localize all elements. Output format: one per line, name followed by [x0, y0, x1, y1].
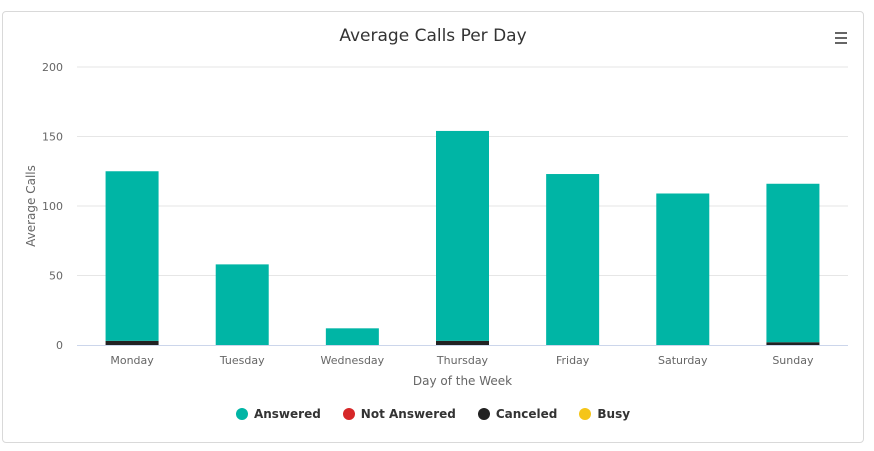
legend-label-not-answered: Not Answered: [360, 407, 456, 421]
chart-legend: Answered Not Answered Canceled Busy: [3, 407, 863, 421]
hamburger-menu-icon[interactable]: [835, 32, 847, 44]
y-tick-label: 50: [49, 270, 63, 283]
bar-answered-saturday[interactable]: [656, 193, 710, 345]
legend-label-busy: Busy: [597, 407, 631, 421]
legend-item-canceled[interactable]: Canceled: [477, 407, 558, 421]
bar-answered-wednesday[interactable]: [325, 328, 379, 345]
bar-canceled-sunday[interactable]: [766, 342, 820, 345]
bar-answered-thursday[interactable]: [436, 130, 489, 341]
legend-dot-canceled: [477, 408, 490, 420]
x-tick-label: Friday: [556, 354, 590, 367]
bar-answered-sunday[interactable]: [766, 183, 820, 343]
legend-item-not-answered[interactable]: Not Answered: [342, 407, 456, 421]
y-tick-label: 0: [56, 339, 63, 352]
bar-answered-monday[interactable]: [105, 171, 159, 341]
legend-dot-not-answered: [342, 408, 355, 420]
x-tick-label: Wednesday: [321, 354, 385, 367]
legend-label-canceled: Canceled: [495, 407, 558, 421]
legend-label-answered: Answered: [253, 407, 321, 421]
x-tick-label: Thursday: [436, 354, 489, 367]
y-tick-label: 150: [42, 131, 63, 144]
x-axis-ticks: Monday Tuesday Wednesday Thursday Friday Satu…: [110, 354, 814, 367]
x-tick-label: Sunday: [772, 354, 814, 367]
bar-canceled-monday[interactable]: [105, 340, 159, 345]
legend-item-busy[interactable]: Busy: [579, 407, 630, 421]
x-tick-label: Monday: [110, 354, 154, 367]
bar-canceled-thursday[interactable]: [436, 340, 489, 345]
bar-answered-friday[interactable]: [546, 174, 600, 345]
x-tick-label: Saturday: [658, 354, 708, 367]
x-axis-title: Day of the Week: [413, 374, 512, 388]
legend-dot-answered: [235, 408, 248, 420]
bars-group: [105, 130, 820, 345]
x-tick-label: Tuesday: [219, 354, 265, 367]
y-axis-ticks: 0 50 100 150 200: [42, 61, 63, 352]
legend-item-answered[interactable]: Answered: [235, 407, 321, 421]
legend-dot-busy: [579, 408, 592, 420]
chart-title: Average Calls Per Day: [339, 26, 527, 46]
bar-answered-tuesday[interactable]: [215, 264, 269, 345]
y-tick-label: 200: [42, 61, 63, 74]
y-tick-label: 100: [42, 200, 63, 213]
y-axis-title: Average Calls: [24, 165, 38, 247]
